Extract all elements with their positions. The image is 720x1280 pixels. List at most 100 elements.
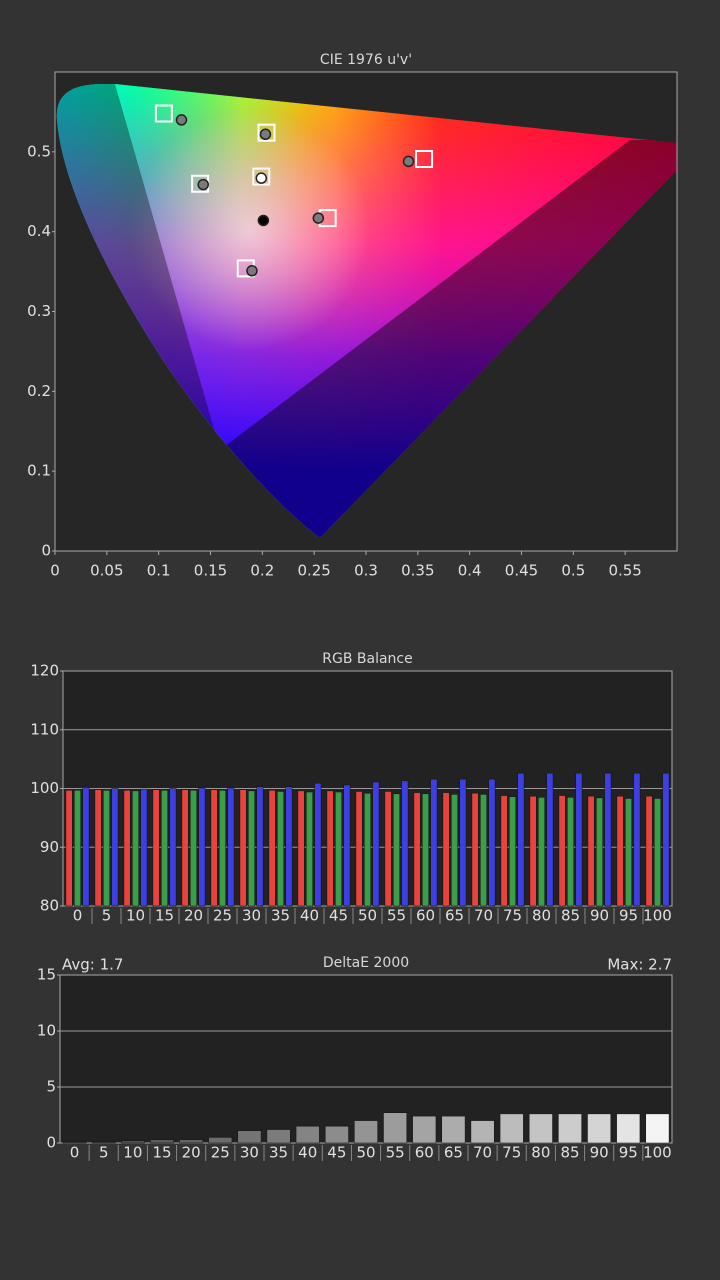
bar	[140, 788, 148, 907]
bar	[401, 780, 409, 907]
x-tick-label: 95	[619, 1144, 638, 1162]
bar	[295, 1125, 320, 1144]
bar	[625, 798, 632, 907]
x-tick-label: 0.4	[458, 562, 482, 580]
bar	[210, 789, 218, 907]
bar	[528, 1113, 553, 1144]
x-tick-label: 0.2	[250, 562, 274, 580]
y-tick-label: 10	[37, 1022, 56, 1040]
x-tick-label: 25	[213, 907, 232, 925]
bar	[208, 1137, 233, 1144]
bar	[546, 772, 554, 907]
bar	[500, 795, 508, 907]
x-tick-label: 30	[240, 1144, 259, 1162]
x-tick-label: 0	[70, 1144, 80, 1162]
bar	[91, 1141, 116, 1144]
bar	[237, 1130, 262, 1144]
bar	[558, 795, 566, 907]
measured-point	[197, 178, 209, 191]
bar	[575, 772, 583, 907]
x-tick-label: 50	[356, 1144, 375, 1162]
bar	[123, 790, 131, 907]
x-tick-label: 0.1	[147, 562, 171, 580]
bar	[470, 1120, 495, 1144]
bar	[239, 789, 247, 907]
bar	[150, 1139, 174, 1144]
x-tick-label: 10	[126, 907, 145, 925]
x-tick-label: 75	[503, 907, 522, 925]
bar	[372, 781, 380, 907]
y-tick-label: 5	[46, 1078, 56, 1096]
x-tick-label: 85	[560, 1144, 579, 1162]
target-point	[252, 167, 271, 186]
bar	[662, 772, 670, 907]
measured-point	[255, 172, 268, 184]
x-tick-label: 30	[242, 907, 261, 925]
x-tick-label: 0.5	[561, 562, 585, 580]
y-tick-label: 0.2	[27, 382, 51, 400]
measured-point	[259, 128, 272, 141]
bar	[441, 1115, 466, 1144]
y-tick-label: 80	[40, 897, 59, 915]
bar	[604, 772, 612, 907]
bar	[383, 1112, 408, 1144]
bar	[306, 791, 313, 907]
bar	[529, 795, 537, 907]
x-tick-label: 0.3	[354, 562, 378, 580]
bar	[442, 792, 450, 907]
bar	[324, 1125, 349, 1144]
bar	[517, 772, 525, 907]
bar	[198, 787, 206, 907]
x-tick-label: 25	[211, 1144, 230, 1162]
x-tick-label: 40	[300, 907, 319, 925]
measured-point	[175, 114, 188, 126]
x-tick-label: 65	[445, 907, 464, 925]
bar	[161, 790, 168, 907]
bar	[354, 1120, 378, 1144]
y-tick-label: 0.5	[27, 142, 51, 160]
bar	[62, 1141, 87, 1144]
x-tick-label: 80	[531, 1144, 550, 1162]
bar	[190, 790, 197, 907]
x-tick-label: 0.15	[194, 562, 227, 580]
x-tick-label: 70	[474, 907, 493, 925]
bar	[297, 790, 305, 907]
bar	[181, 789, 189, 907]
bar	[248, 790, 255, 907]
x-tick-label: 20	[184, 907, 203, 925]
bar	[654, 798, 661, 907]
bar	[94, 789, 102, 907]
bar	[82, 787, 90, 907]
x-tick-label: 45	[327, 1144, 346, 1162]
x-tick-label: 0.55	[608, 562, 641, 580]
y-tick-label: 90	[40, 838, 59, 856]
y-tick-label: 0	[41, 542, 51, 560]
bar	[364, 792, 371, 907]
x-tick-label: 10	[123, 1144, 142, 1162]
bar	[343, 784, 351, 907]
x-tick-label: 80	[532, 907, 551, 925]
bar	[169, 788, 177, 907]
x-tick-label: 0	[73, 907, 83, 925]
x-tick-label: 15	[152, 1144, 171, 1162]
x-tick-label: 70	[473, 1144, 492, 1162]
x-tick-label: 5	[102, 907, 112, 925]
x-tick-label: 100	[643, 1144, 672, 1162]
bar	[567, 797, 574, 907]
bar	[335, 791, 342, 907]
bar	[616, 1113, 641, 1144]
measured-point	[246, 265, 258, 277]
x-tick-label: 55	[386, 1144, 405, 1162]
bar	[480, 794, 487, 907]
bar	[103, 790, 110, 907]
bar	[645, 795, 653, 907]
x-tick-label: 15	[155, 907, 174, 925]
bar	[587, 795, 595, 907]
x-tick-label: 100	[643, 907, 672, 925]
x-tick-label: 35	[269, 1144, 288, 1162]
bar	[558, 1113, 582, 1144]
bar	[256, 786, 264, 907]
chart-title: CIE 1976 u'v'	[320, 52, 412, 68]
bar	[393, 793, 400, 907]
